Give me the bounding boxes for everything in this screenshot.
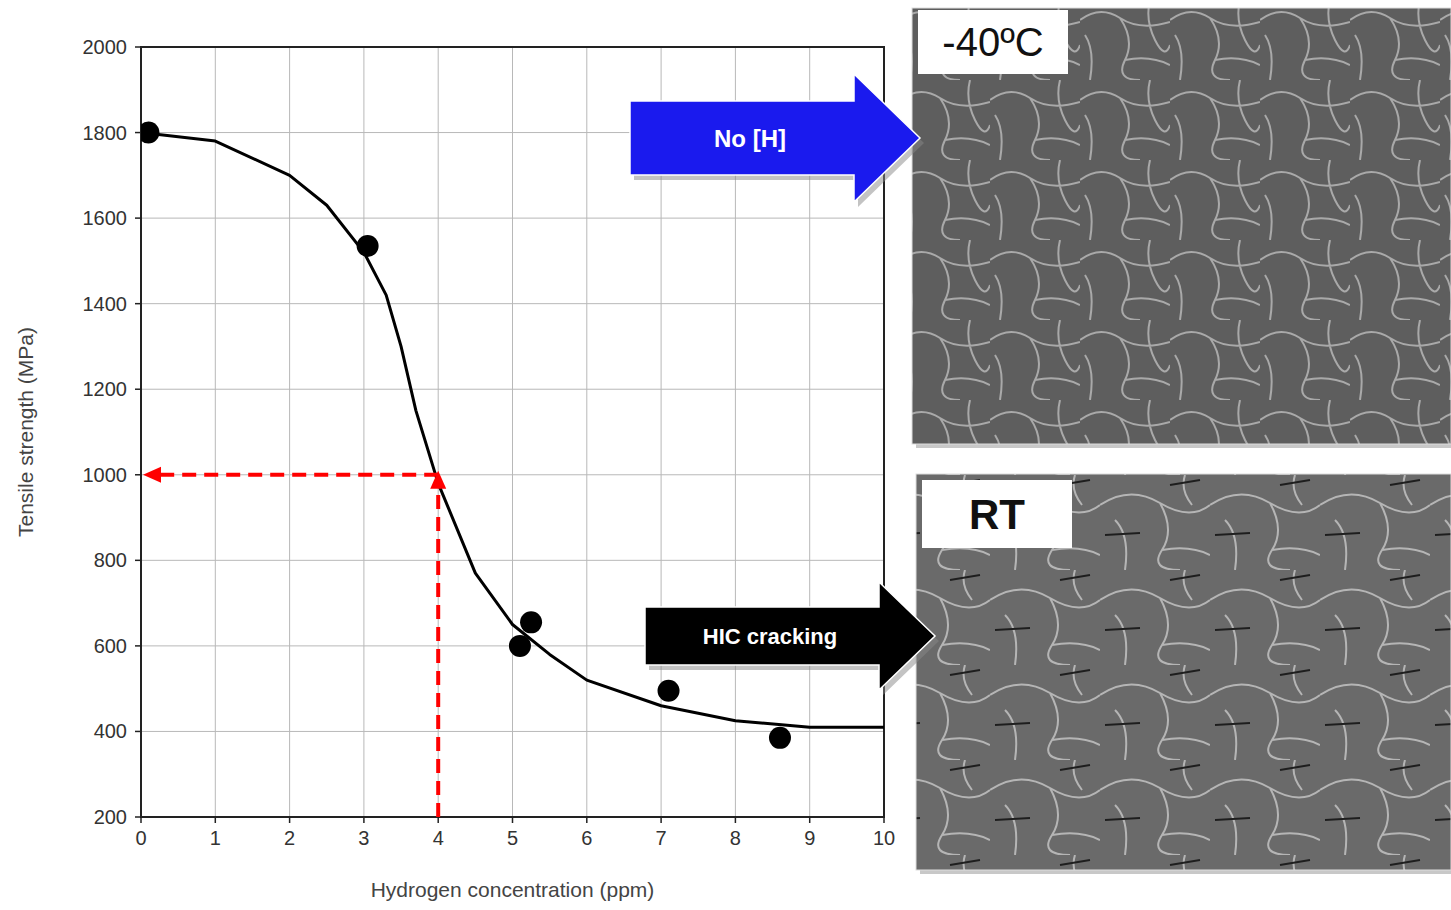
- tick-label-y: 600: [94, 635, 127, 657]
- tick-x: [586, 817, 588, 823]
- tick-x: [215, 817, 217, 823]
- sem-image: [916, 474, 1451, 870]
- tick-y: [135, 645, 141, 647]
- grid-line-x: [289, 47, 290, 817]
- tick-x: [809, 817, 811, 823]
- tick-y: [135, 46, 141, 48]
- data-point: [658, 680, 680, 702]
- tick-label-y: 1400: [83, 293, 128, 315]
- tick-x: [883, 817, 885, 823]
- grid-line-y: [141, 218, 884, 219]
- grid-line-x: [586, 47, 587, 817]
- tick-label-y: 400: [94, 720, 127, 742]
- sem-image: [912, 8, 1451, 444]
- guide-horizontal: [159, 473, 438, 477]
- tick-x: [437, 817, 439, 823]
- tick-label-y: 1600: [83, 207, 128, 229]
- tick-x: [512, 817, 514, 823]
- grid-line-x: [363, 47, 364, 817]
- tick-label-x: 7: [656, 827, 667, 849]
- tick-label-x: 8: [730, 827, 741, 849]
- tick-label-y: 1800: [83, 122, 128, 144]
- grid-line-x: [215, 47, 216, 817]
- panel-label-bg: [922, 480, 1072, 548]
- tick-y: [135, 217, 141, 219]
- data-point: [769, 727, 791, 749]
- tick-label-y: 1000: [83, 464, 128, 486]
- tick-label-y: 200: [94, 806, 127, 828]
- annotation-arrow: [630, 74, 920, 202]
- guide: [143, 467, 446, 817]
- y-axis-title: Tensile strength (MPa): [14, 327, 37, 537]
- tick-y: [135, 560, 141, 562]
- chart-root: 0 1 2 3 4 5 6 7 8 9 10 200 400 600 800 1000 1200 1400 1600…: [0, 0, 1451, 910]
- tick-label-x: 2: [284, 827, 295, 849]
- panel-label: -40ºC: [942, 20, 1043, 64]
- tick-label-x: 3: [358, 827, 369, 849]
- tick-y: [135, 731, 141, 733]
- tick-x: [735, 817, 737, 823]
- grid-line-x: [438, 47, 439, 817]
- tick-label-x: 10: [873, 827, 895, 849]
- annotation-arrow: [645, 582, 935, 690]
- guide-arrowhead-left: [143, 467, 161, 483]
- tick-label-x: 1: [210, 827, 221, 849]
- tick-y: [135, 303, 141, 305]
- tick-label-x: 0: [135, 827, 146, 849]
- tick-y: [135, 474, 141, 476]
- tick-x: [140, 817, 142, 823]
- tick-label-x: 4: [433, 827, 444, 849]
- annotation-text: HIC cracking: [703, 624, 838, 649]
- annotation-text: No [H]: [714, 125, 786, 152]
- guide-vertical: [436, 489, 440, 817]
- fit-curve: [141, 133, 884, 728]
- tick-x: [289, 817, 291, 823]
- grid-line-y: [141, 303, 884, 304]
- grid-line-y: [141, 474, 884, 475]
- grid-line-x: [512, 47, 513, 817]
- tick-label-y: 2000: [83, 36, 128, 58]
- panel-label: RT: [969, 491, 1025, 538]
- tick-x: [363, 817, 365, 823]
- tick-y: [135, 816, 141, 818]
- grid-line-y: [141, 560, 884, 561]
- tick-y: [135, 388, 141, 390]
- tick-y: [135, 132, 141, 134]
- tick-x: [660, 817, 662, 823]
- tick-label-y: 1200: [83, 378, 128, 400]
- tick-label-x: 9: [804, 827, 815, 849]
- data-point: [520, 611, 542, 633]
- tick-label-x: 6: [581, 827, 592, 849]
- tick-label-x: 5: [507, 827, 518, 849]
- grid-line-y: [141, 389, 884, 390]
- x-axis-title: Hydrogen concentration (ppm): [371, 878, 655, 901]
- tick-label-y: 800: [94, 549, 127, 571]
- panel-label-bg: [918, 10, 1068, 74]
